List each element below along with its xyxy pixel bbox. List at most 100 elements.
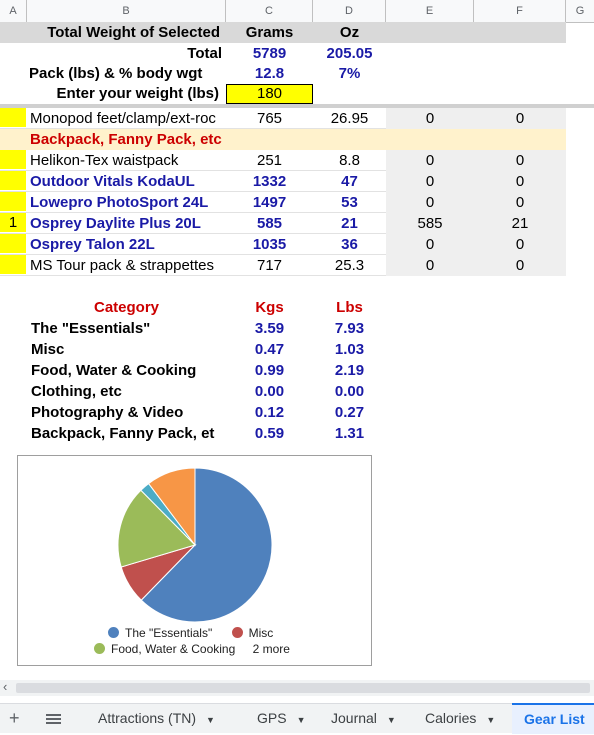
category-lbs[interactable]: 0.27 — [334, 404, 365, 421]
category-lbs[interactable]: 1.31 — [334, 425, 365, 442]
column-header-f[interactable]: F — [474, 0, 566, 22]
total-oz[interactable]: 205.05 — [326, 45, 373, 62]
select-cell[interactable] — [0, 255, 26, 275]
category-lbs[interactable]: 2.19 — [334, 362, 365, 379]
category-label[interactable]: Food, Water & Cooking — [31, 362, 197, 379]
caret-down-icon[interactable]: ▼ — [386, 715, 396, 725]
weight-label: Enter your weight (lbs) — [56, 85, 219, 102]
scrollbar-thumb[interactable] — [16, 683, 590, 693]
select-cell[interactable] — [0, 234, 26, 254]
item-grams[interactable]: 717 — [256, 257, 283, 274]
select-cell[interactable] — [0, 108, 26, 128]
item-oz[interactable]: 21 — [341, 215, 358, 232]
item-selected-grams[interactable]: 585 — [417, 215, 443, 232]
pie-chart[interactable]: The "Essentials" Misc Food, Water & Cook… — [17, 455, 372, 666]
item-grams[interactable]: 1035 — [252, 236, 287, 253]
pack-lbs[interactable]: 12.8 — [254, 65, 285, 82]
item-selected-grams[interactable]: 0 — [425, 173, 435, 190]
category-kgs[interactable]: 3.59 — [254, 320, 285, 337]
sheet-tab[interactable]: Attractions (TN) ▼ — [98, 704, 215, 733]
select-cell[interactable] — [0, 171, 26, 191]
item-selected-grams[interactable]: 0 — [425, 236, 435, 253]
item-oz[interactable]: 53 — [341, 194, 358, 211]
item-oz[interactable]: 36 — [341, 236, 358, 253]
pie-slice-2[interactable] — [117, 489, 196, 568]
caret-down-icon[interactable]: ▼ — [486, 715, 496, 725]
caret-down-icon[interactable]: ▼ — [206, 715, 215, 725]
item-selected-grams[interactable]: 0 — [425, 194, 435, 211]
category-label[interactable]: Misc — [31, 341, 65, 358]
item-selected-oz[interactable]: 0 — [515, 152, 525, 169]
category-label[interactable]: Backpack, Fanny Pack, et — [31, 425, 215, 442]
item-name[interactable]: Osprey Daylite Plus 20L — [30, 215, 201, 232]
freeze-divider[interactable] — [0, 104, 594, 108]
item-grams[interactable]: 251 — [256, 152, 283, 169]
category-label[interactable]: The "Essentials" — [31, 320, 151, 337]
category-kgs[interactable]: 0.00 — [254, 383, 285, 400]
select-cell[interactable]: 1 — [0, 213, 26, 233]
item-name[interactable]: Lowepro PhotoSport 24L — [30, 194, 209, 211]
column-header-e[interactable]: E — [386, 0, 474, 22]
legend-dot-icon — [108, 627, 119, 638]
column-headers: A B C D E F G — [0, 0, 594, 23]
sheet-tab[interactable]: Gear List — [512, 703, 594, 734]
item-selected-oz[interactable]: 0 — [515, 257, 525, 274]
horizontal-scrollbar[interactable]: ‹ — [0, 679, 594, 696]
legend-more[interactable]: 2 more — [252, 642, 290, 656]
item-grams[interactable]: 585 — [256, 215, 283, 232]
category-row: Photography & Video 0.12 0.27 — [0, 402, 594, 423]
column-header-g[interactable]: G — [575, 5, 585, 17]
category-lbs[interactable]: 7.93 — [334, 320, 365, 337]
category-lbs[interactable]: 0.00 — [334, 383, 365, 400]
pie-slice-0[interactable] — [140, 467, 273, 623]
item-oz[interactable]: 8.8 — [339, 152, 360, 169]
item-name[interactable]: Osprey Talon 22L — [30, 236, 155, 253]
item-selected-oz[interactable]: 21 — [511, 215, 529, 232]
sheet-tab[interactable]: Journal ▼ — [331, 704, 396, 733]
item-name[interactable]: Helikon-Tex waistpack — [30, 152, 179, 169]
category-kgs[interactable]: 0.12 — [254, 404, 285, 421]
item-grams[interactable]: 1497 — [252, 194, 287, 211]
pack-pct[interactable]: 7% — [338, 65, 361, 82]
legend-item-food: Food, Water & Cooking — [94, 642, 235, 656]
item-selected-grams[interactable]: 0 — [425, 257, 435, 274]
category-kgs[interactable]: 0.99 — [254, 362, 285, 379]
total-grams[interactable]: 5789 — [252, 45, 287, 62]
sheet-tab[interactable]: GPS ▼ — [257, 704, 306, 733]
weight-input[interactable]: 180 — [226, 84, 313, 104]
item-name[interactable]: MS Tour pack & strappettes — [30, 257, 214, 274]
item-selected-grams[interactable]: 0 — [425, 152, 435, 169]
category-row: Misc 0.47 1.03 — [0, 339, 594, 360]
hamburger-icon[interactable] — [46, 714, 61, 724]
category-kgs[interactable]: 0.59 — [254, 425, 285, 442]
category-lbs[interactable]: 1.03 — [334, 341, 365, 358]
select-cell[interactable] — [0, 192, 26, 212]
column-header-b[interactable]: B — [27, 0, 226, 22]
category-label[interactable]: Photography & Video — [31, 404, 184, 421]
item-selected-oz[interactable]: 0 — [515, 173, 525, 190]
item-grams[interactable]: 1332 — [252, 173, 287, 190]
item-oz[interactable]: 26.95 — [330, 110, 369, 127]
category-label[interactable]: Clothing, etc — [31, 383, 122, 400]
caret-down-icon[interactable]: ▼ — [296, 715, 306, 725]
column-header-c[interactable]: C — [226, 0, 313, 22]
column-header-d[interactable]: D — [313, 0, 386, 22]
section-label[interactable]: Backpack, Fanny Pack, etc — [30, 131, 222, 148]
plus-icon[interactable]: + — [9, 708, 20, 728]
category-header: Category — [93, 299, 160, 316]
column-header-a[interactable]: A — [0, 0, 27, 22]
item-selected-grams[interactable]: 0 — [425, 110, 435, 127]
item-selected-oz[interactable]: 0 — [515, 236, 525, 253]
item-selected-oz[interactable]: 0 — [515, 110, 525, 127]
item-oz[interactable]: 47 — [341, 173, 358, 190]
pie-slice-5[interactable] — [147, 467, 196, 547]
item-selected-oz[interactable]: 0 — [515, 194, 525, 211]
sheet-tab[interactable]: Calories ▼ — [425, 704, 495, 733]
chevron-left-icon[interactable]: ‹ — [3, 679, 8, 694]
item-name[interactable]: Outdoor Vitals KodaUL — [30, 173, 195, 190]
item-name[interactable]: Monopod feet/clamp/ext-roc — [30, 110, 216, 127]
item-oz[interactable]: 25.3 — [334, 257, 365, 274]
select-cell[interactable] — [0, 150, 26, 170]
item-grams[interactable]: 765 — [256, 110, 283, 127]
category-kgs[interactable]: 0.47 — [254, 341, 285, 358]
